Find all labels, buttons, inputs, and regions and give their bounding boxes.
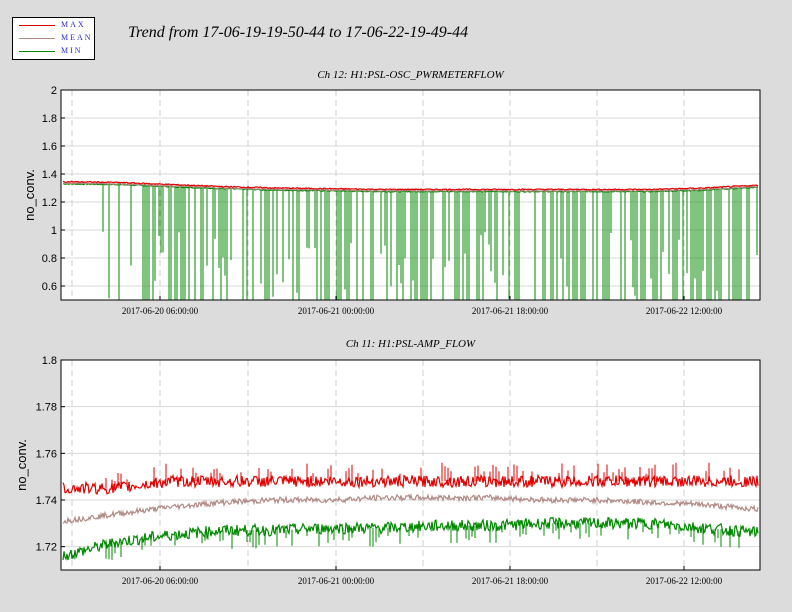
legend-label: MAX xyxy=(61,20,86,29)
y-tick-label: 1 xyxy=(51,225,57,237)
y-axis-label: no_conv. xyxy=(22,169,37,221)
y-tick-label: 1.8 xyxy=(42,113,57,125)
x-tick-label: 2017-06-21 00:00:00 xyxy=(298,306,375,316)
x-tick-label: 2017-06-21 00:00:00 xyxy=(298,576,375,586)
legend-label: MIN xyxy=(61,46,83,55)
x-tick-label: 2017-06-20 06:00:00 xyxy=(122,576,199,586)
y-tick-label: 1.6 xyxy=(42,141,57,153)
series-line-min xyxy=(62,516,759,561)
y-tick-label: 1.78 xyxy=(36,402,57,414)
series-line-mean xyxy=(62,493,759,524)
series-spikes-min xyxy=(105,523,740,560)
series-line-max xyxy=(62,473,759,496)
y-tick-label: 1.2 xyxy=(42,197,57,209)
y-tick-label: 1.74 xyxy=(36,495,57,507)
legend-item-min: MIN xyxy=(13,46,96,58)
chart-title: Ch 12: H1:PSL-OSC_PWRMETERFLOW xyxy=(317,69,504,81)
series-line-max xyxy=(62,180,759,191)
chart-1: 0.6 0.8 1 1.2 1.4 1.6 1.8 2 2017-06-20 06:00:00 2… xyxy=(22,69,761,316)
y-tick-label: 1.76 xyxy=(36,448,57,460)
series-line-mean xyxy=(62,182,759,193)
x-tick-label: 2017-06-21 18:00:00 xyxy=(472,306,549,316)
plot-frame xyxy=(60,89,761,301)
legend-item-mean: MEAN xyxy=(13,33,96,45)
chart-title: Ch 11: H1:PSL-AMP_FLOW xyxy=(346,338,476,350)
y-axis-label: no_conv. xyxy=(14,439,29,491)
legend-item-max: MAX xyxy=(13,20,96,32)
x-tick-label: 2017-06-22 12:00:00 xyxy=(646,306,723,316)
y-tick-label: 1.4 xyxy=(42,169,57,181)
plot-frame xyxy=(60,359,761,571)
min-dropout-spikes xyxy=(102,184,758,300)
page-title: Trend from 17-06-19-19-50-44 to 17-06-22… xyxy=(128,24,469,41)
series-spikes-max xyxy=(105,462,740,489)
y-tick-label: 1.72 xyxy=(36,542,57,554)
legend-label: MEAN xyxy=(61,33,93,42)
plot-area xyxy=(61,360,760,570)
legend-swatch xyxy=(19,38,55,39)
legend-swatch xyxy=(19,51,55,52)
y-tick-label: 2 xyxy=(51,85,57,97)
y-tick-label: 0.6 xyxy=(42,281,57,293)
y-tick-label: 0.8 xyxy=(42,253,57,265)
legend-swatch xyxy=(19,25,55,26)
legend: MAX MEAN MIN xyxy=(12,17,95,60)
chart-2: 1.72 1.74 1.76 1.78 1.8 2017-06-20 06:00:00 20… xyxy=(14,338,761,586)
x-tick-label: 2017-06-20 06:00:00 xyxy=(122,306,199,316)
x-tick-label: 2017-06-21 18:00:00 xyxy=(472,576,549,586)
y-tick-label: 1.8 xyxy=(42,355,57,367)
x-tick-label: 2017-06-22 12:00:00 xyxy=(646,576,723,586)
